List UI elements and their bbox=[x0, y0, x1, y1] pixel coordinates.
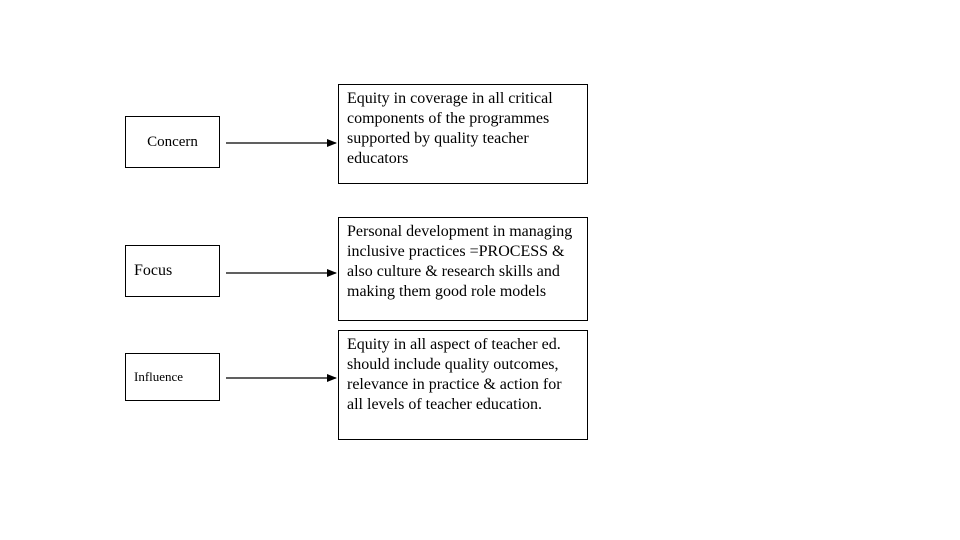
node-text: Personal development in managing inclusi… bbox=[347, 223, 572, 300]
node-focus-label: Focus bbox=[125, 245, 220, 297]
node-focus-description: Personal development in managing inclusi… bbox=[338, 217, 588, 321]
node-text: Equity in coverage in all critical compo… bbox=[347, 90, 553, 167]
node-influence-description: Equity in all aspect of teacher ed. shou… bbox=[338, 330, 588, 440]
node-text: Concern bbox=[147, 133, 198, 152]
node-text: Influence bbox=[134, 369, 183, 385]
node-concern-label: Concern bbox=[125, 116, 220, 168]
node-influence-label: Influence bbox=[125, 353, 220, 401]
node-text: Focus bbox=[134, 261, 172, 281]
node-concern-description: Equity in coverage in all critical compo… bbox=[338, 84, 588, 184]
node-text: Equity in all aspect of teacher ed. shou… bbox=[347, 336, 562, 413]
